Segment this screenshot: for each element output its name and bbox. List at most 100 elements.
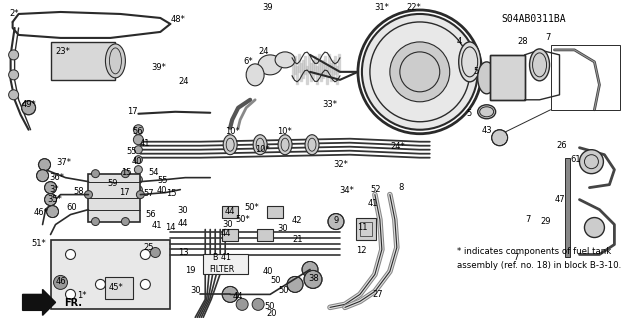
Bar [360,222,372,235]
Circle shape [252,298,264,310]
Text: 19: 19 [185,266,195,275]
Circle shape [584,218,604,238]
Text: 46: 46 [55,277,66,286]
Circle shape [122,170,129,178]
Text: 50*: 50* [236,215,250,224]
Circle shape [136,191,145,199]
Text: 45*: 45* [109,283,124,292]
Circle shape [45,182,56,194]
Circle shape [38,159,51,171]
Text: 7: 7 [545,33,550,42]
Ellipse shape [278,135,292,155]
Text: 32*: 32* [333,160,348,169]
Text: 30: 30 [222,220,232,229]
Text: 24: 24 [259,48,269,56]
Text: 59: 59 [107,179,118,188]
Circle shape [65,249,76,259]
Ellipse shape [246,64,264,86]
Bar [356,218,376,240]
Text: 51*: 51* [31,239,46,248]
Text: 15: 15 [121,168,132,177]
Text: 3*: 3* [50,185,60,194]
Circle shape [8,90,19,100]
Text: 9: 9 [333,216,339,225]
Circle shape [328,213,344,230]
Text: 23*: 23* [55,48,70,56]
Text: 24: 24 [178,77,189,86]
Text: 37*: 37* [56,158,71,167]
Text: 46*: 46* [33,208,48,217]
Circle shape [579,150,604,174]
Text: 43: 43 [481,126,492,135]
Text: 36*: 36* [49,173,64,182]
Text: 17: 17 [119,188,130,197]
Text: 10*: 10* [225,127,239,136]
Text: 26: 26 [556,141,567,150]
Text: 52: 52 [371,185,381,194]
Text: 47: 47 [554,195,565,204]
Circle shape [222,286,238,302]
Text: 44: 44 [225,207,236,216]
Circle shape [84,191,92,199]
Circle shape [65,289,76,300]
Text: 14: 14 [165,223,175,232]
Text: 35*: 35* [47,195,62,204]
Text: 60: 60 [66,203,77,212]
Text: 56: 56 [145,210,156,219]
Text: 41: 41 [140,139,150,148]
Ellipse shape [459,42,481,82]
Text: * indicates components of fuel tank
assembly (ref. no. 18) in block B-3-10.: * indicates components of fuel tank asse… [457,248,621,270]
Text: 40: 40 [157,186,168,195]
Text: 13: 13 [178,248,189,257]
Text: 39: 39 [263,4,273,12]
Text: 10*: 10* [255,145,269,154]
Ellipse shape [529,49,550,81]
Circle shape [95,279,106,289]
Bar [51,240,170,309]
Text: 40: 40 [132,157,143,166]
Text: 20: 20 [267,309,277,318]
Ellipse shape [258,55,282,75]
Circle shape [8,70,19,80]
Text: 40: 40 [263,267,273,276]
Text: 50*: 50* [244,203,259,212]
Bar [490,55,525,100]
Bar [267,205,283,218]
Ellipse shape [253,135,267,155]
Circle shape [140,279,150,289]
Text: 10*: 10* [276,127,291,136]
Circle shape [140,249,150,259]
Bar [550,45,620,110]
Text: 1*: 1* [77,291,86,300]
Circle shape [287,277,303,293]
Ellipse shape [106,44,125,78]
Text: FR.: FR. [65,298,83,308]
Circle shape [390,42,450,102]
Circle shape [304,271,322,288]
Text: 34*: 34* [339,186,355,195]
Text: 7: 7 [525,215,531,224]
Text: 21: 21 [292,235,303,244]
Circle shape [134,156,142,164]
Text: 55: 55 [157,176,168,185]
Text: 48*: 48* [171,15,186,25]
Circle shape [134,146,142,154]
Text: 15: 15 [166,189,177,198]
Polygon shape [22,289,56,315]
Text: 30: 30 [278,224,289,233]
Ellipse shape [477,62,495,94]
Text: 39*: 39* [151,63,166,72]
Ellipse shape [223,135,237,155]
Text: 57: 57 [143,189,154,198]
Circle shape [492,130,508,146]
Text: 30: 30 [177,206,188,215]
Text: 50: 50 [265,302,275,311]
Text: 55: 55 [126,147,136,156]
Text: 38: 38 [308,274,319,283]
Text: 41: 41 [367,199,378,208]
Text: 44: 44 [233,292,243,301]
Bar [490,55,525,100]
Text: 54: 54 [148,168,159,177]
Circle shape [134,186,142,194]
Circle shape [133,125,143,135]
